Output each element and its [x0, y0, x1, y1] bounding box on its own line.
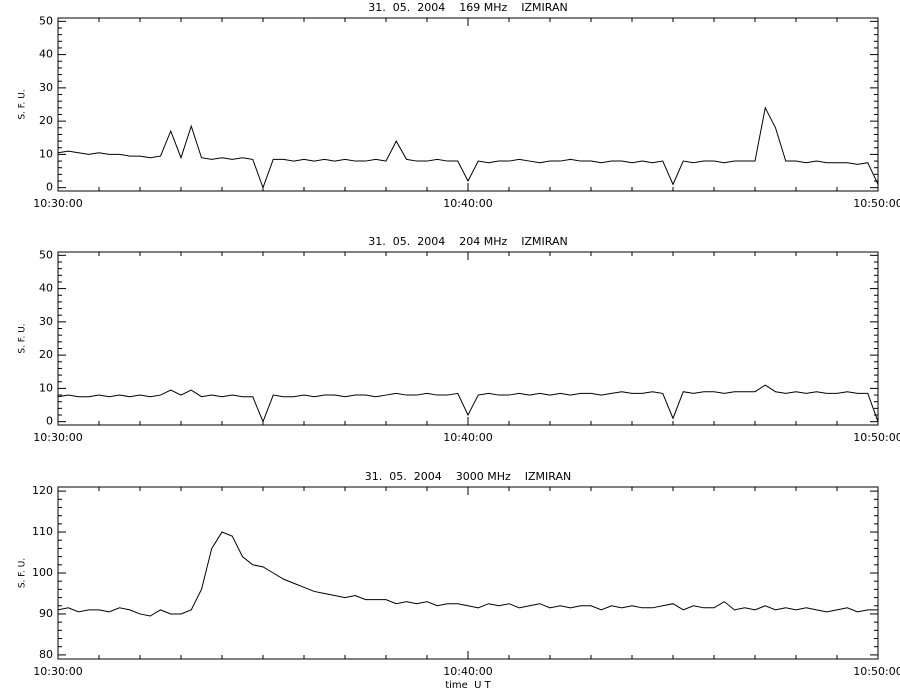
- y-tick-label: 50: [39, 248, 53, 261]
- x-tick-label: 10:30:00: [33, 431, 82, 444]
- y-tick-label: 80: [39, 648, 53, 661]
- chart-title: 31. 05. 2004 169 MHz IZMIRAN: [368, 1, 567, 14]
- y-tick-label: 120: [32, 484, 53, 497]
- x-tick-label: 10:50:00: [853, 665, 900, 678]
- y-tick-label: 40: [39, 48, 53, 61]
- data-line: [57, 384, 879, 424]
- x-tick-label: 10:50:00: [853, 197, 900, 210]
- y-axis-label: S. F. U.: [18, 323, 28, 353]
- y-tick-label: 20: [39, 348, 53, 361]
- x-tick-label: 10:40:00: [443, 665, 492, 678]
- y-tick-label: 100: [32, 566, 53, 579]
- y-tick-label: 30: [39, 81, 53, 94]
- y-axis-label: S. F. U.: [18, 558, 28, 588]
- y-tick-label: 50: [39, 14, 53, 27]
- chart-title: 31. 05. 2004 204 MHz IZMIRAN: [368, 235, 567, 248]
- y-axis-label: S. F. U.: [18, 89, 28, 119]
- y-tick-label: 10: [39, 381, 53, 394]
- plot-frame: [57, 251, 879, 426]
- y-tick-label: 40: [39, 282, 53, 295]
- data-line: [57, 531, 878, 617]
- plot-frame: [57, 486, 879, 660]
- data-line: [57, 106, 879, 190]
- x-axis-label: time U T: [445, 680, 491, 691]
- x-tick-label: 10:50:00: [853, 431, 900, 444]
- x-tick-label: 10:40:00: [443, 431, 492, 444]
- x-tick-label: 10:30:00: [33, 665, 82, 678]
- x-tick-label: 10:30:00: [33, 197, 82, 210]
- y-tick-label: 30: [39, 315, 53, 328]
- y-tick-label: 10: [39, 147, 53, 160]
- chart-title: 31. 05. 2004 3000 MHz IZMIRAN: [365, 470, 571, 483]
- y-tick-label: 0: [46, 415, 53, 428]
- y-tick-label: 0: [46, 181, 53, 194]
- y-tick-label: 20: [39, 114, 53, 127]
- x-tick-label: 10:40:00: [443, 197, 492, 210]
- y-tick-label: 90: [39, 607, 53, 620]
- y-tick-label: 110: [32, 525, 53, 538]
- plot-frame: [57, 17, 879, 192]
